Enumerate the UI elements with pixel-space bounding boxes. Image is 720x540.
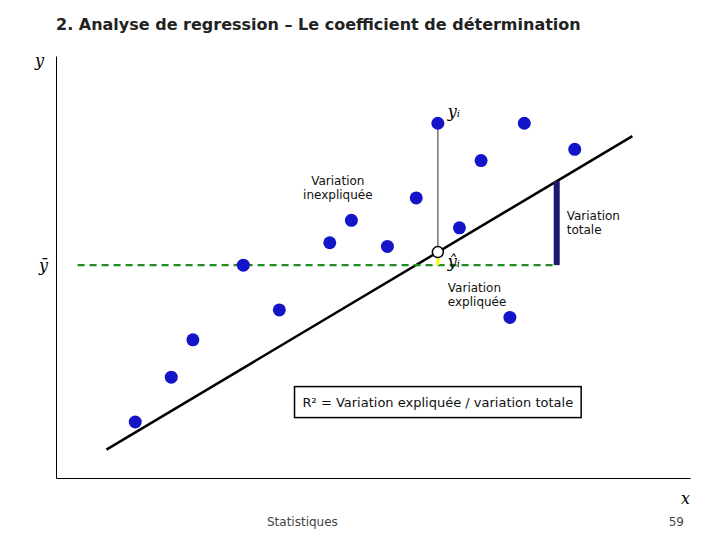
scatter-point (323, 236, 336, 249)
scatter-point (345, 214, 358, 227)
scatter-point (381, 240, 394, 253)
scatter-point (129, 415, 142, 428)
footer: Statistiques (267, 515, 338, 529)
mean-line (78, 264, 557, 266)
y-axis-label: y (34, 51, 45, 70)
title: 2. Analyse de regression – Le coefficien… (56, 15, 581, 34)
scatter-point (237, 259, 250, 272)
observed-label: yᵢ (447, 102, 460, 121)
x-axis-label: x (681, 489, 690, 508)
r2-text: R² = Variation expliquée / variation tot… (303, 395, 574, 410)
observed-point (431, 117, 444, 130)
scatter-point (568, 143, 581, 156)
fitted-point (432, 247, 443, 258)
scatter-point (273, 303, 286, 316)
chart: 2. Analyse de regression – Le coefficien… (0, 0, 720, 540)
mean-label: ȳ (38, 256, 49, 275)
scatter-point (503, 311, 516, 324)
regression-line (106, 136, 632, 450)
annotations: ȳyᵢŷᵢVariationinexpliquéeVariationexpliq… (38, 102, 620, 417)
fitted-label: ŷᵢ (447, 252, 460, 271)
scatter-point (186, 333, 199, 346)
explained-label: Variation (448, 281, 501, 295)
marks (78, 117, 633, 450)
page-number: 59 (669, 515, 684, 529)
plot: xyȳyᵢŷᵢVariationinexpliquéeVariationexpl… (34, 51, 691, 508)
scatter-point (475, 154, 488, 167)
total-label: totale (567, 223, 602, 237)
unexplained-segment (437, 123, 439, 252)
r2-box: R² = Variation expliquée / variation tot… (295, 387, 582, 418)
unexplained-label: inexpliquée (303, 188, 373, 202)
total-variation-bar (554, 181, 560, 265)
scatter-point (518, 117, 531, 130)
scatter-point (410, 191, 423, 204)
x-axis (57, 478, 691, 479)
r2-frame (295, 387, 582, 418)
scatter-point (453, 221, 466, 234)
explained-label: expliquée (448, 295, 507, 309)
y-axis-line (56, 57, 57, 479)
unexplained-label: Variation (311, 174, 364, 188)
x-axis-line (57, 478, 691, 479)
scatter-point (165, 371, 178, 384)
total-label: Variation (567, 209, 620, 223)
y-axis (56, 57, 57, 479)
